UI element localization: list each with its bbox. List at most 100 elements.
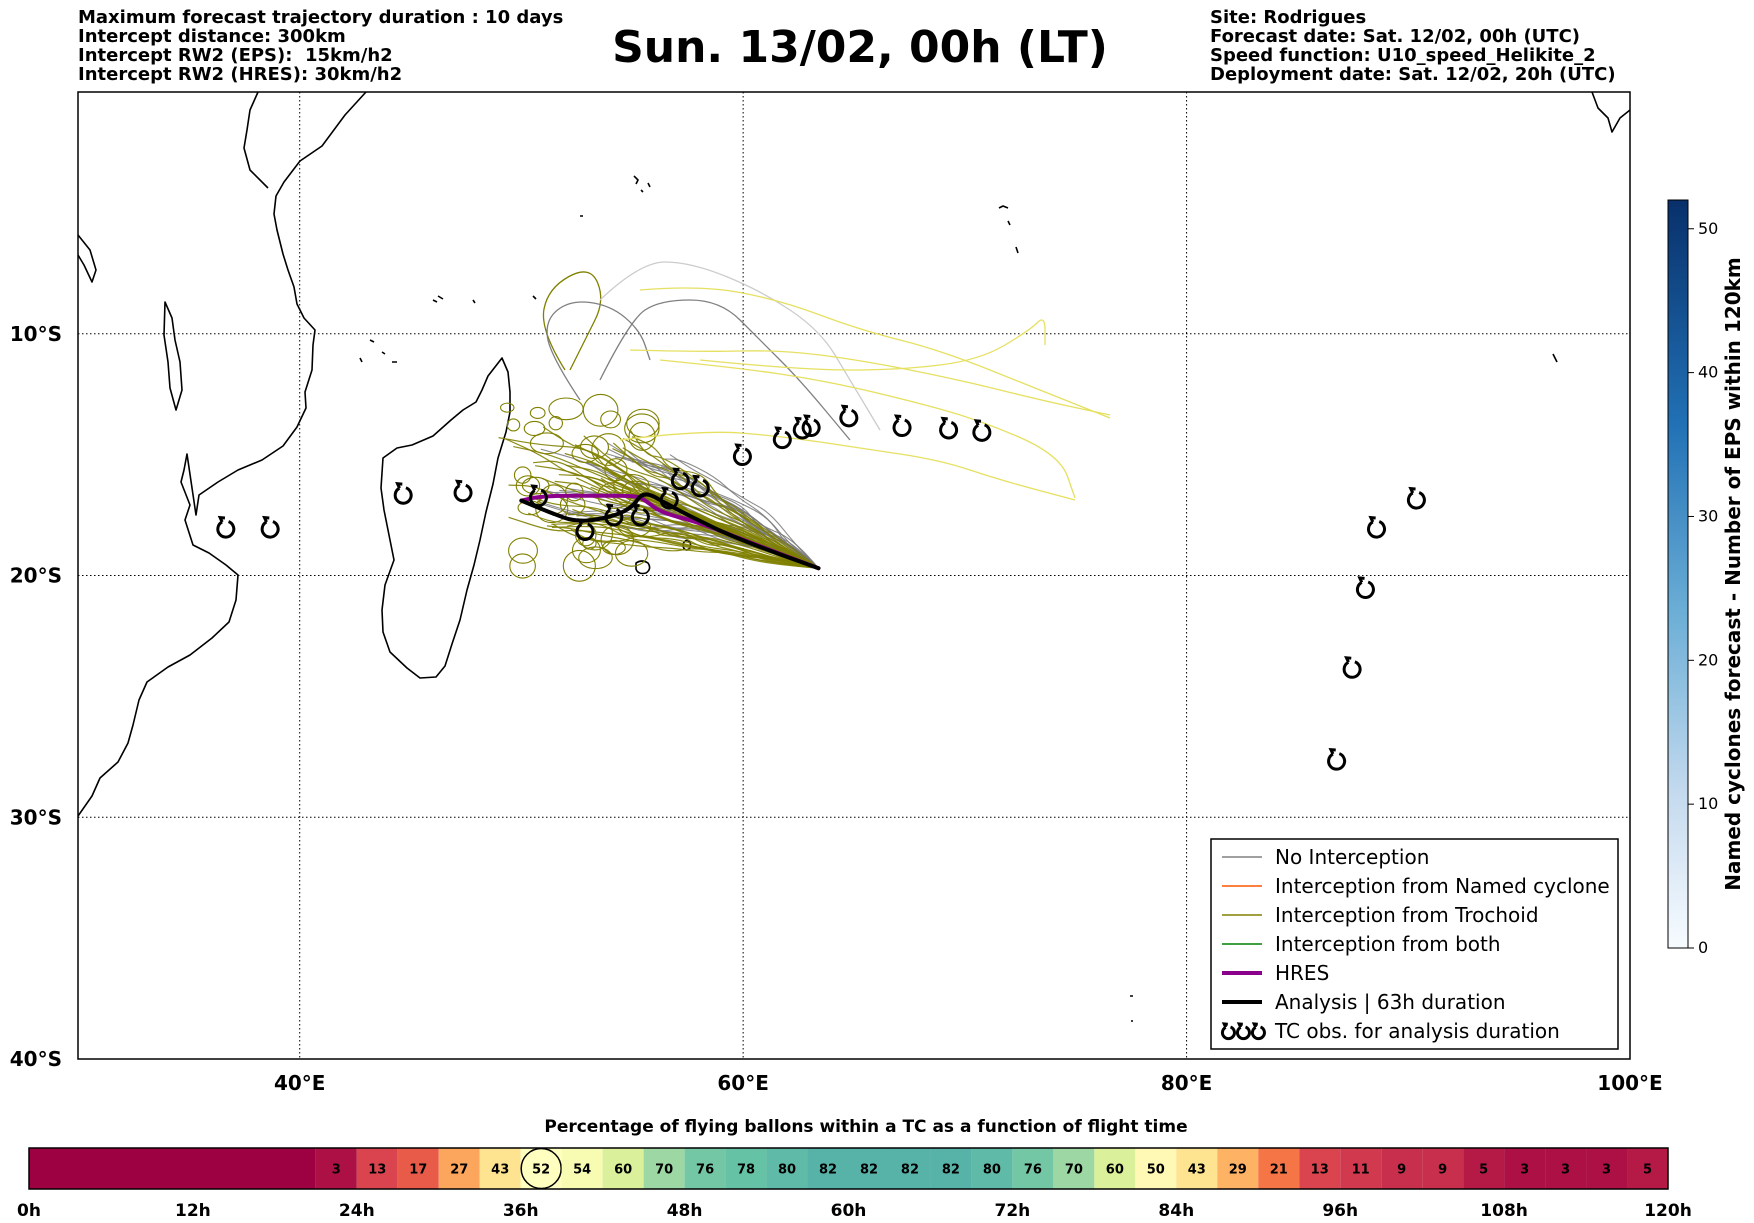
time-bar-tick-label: 96h: [1322, 1201, 1358, 1221]
legend-label: Analysis | 63h duration: [1275, 990, 1506, 1014]
trajectory-long: [639, 287, 1111, 419]
time-bar-tick-label: 0h: [17, 1201, 41, 1221]
legend-entry: HRES: [1222, 961, 1329, 985]
time-bar-tick-label: 36h: [503, 1201, 539, 1221]
time-bar-cell: [397, 1148, 439, 1189]
time-bar-cell: [561, 1148, 603, 1189]
legend-entry: No Interception: [1222, 845, 1429, 869]
time-bar-cell: [684, 1148, 726, 1189]
time-bar-value: 70: [655, 1163, 673, 1178]
trajectory-long: [619, 431, 1076, 501]
legend-label: Interception from Trochoid: [1275, 903, 1539, 927]
coastline-layer: [78, 92, 1630, 1022]
time-bar-tick-label: 12h: [175, 1201, 211, 1221]
trajectory-trochoid-loop: [513, 466, 532, 484]
time-bar-value: 3: [1561, 1163, 1570, 1178]
tc-obs-marker: [801, 414, 821, 438]
tc-obs-marker: [1327, 747, 1347, 771]
time-bar-value: 76: [696, 1163, 714, 1178]
seychelles-islands: [580, 175, 651, 217]
colorbar: 0 10 20 30 40 50 Named cyclones forecast - Nu…: [1667, 199, 1745, 957]
time-bar-tick-label: 60h: [831, 1201, 867, 1221]
legend-box: [1210, 838, 1619, 1050]
madagascar-coastline: [380, 357, 511, 679]
trajectory-long: [659, 359, 1076, 499]
legend-entry: Interception from both: [1222, 932, 1501, 956]
tc-obs-marker: [792, 416, 812, 440]
legend-entry: TC obs. for analysis duration: [1220, 1019, 1560, 1043]
trajectory-trochoid-loop: [529, 406, 546, 419]
time-bar-cell: [1176, 1148, 1218, 1189]
trajectory-long: [542, 271, 602, 371]
time-bar-cell: [1586, 1148, 1628, 1189]
time-bar-value: 5: [1479, 1163, 1488, 1178]
legend-entry: Interception from Trochoid: [1222, 903, 1539, 927]
legend-entry: Interception from Named cyclone: [1222, 874, 1610, 898]
time-bar-cell: [1340, 1148, 1382, 1189]
comoros-islands: [359, 339, 397, 363]
time-bar-value: 60: [1106, 1163, 1124, 1178]
time-bar-value: 17: [409, 1163, 427, 1178]
time-bar-value: 9: [1397, 1163, 1406, 1178]
time-bar-value: 82: [901, 1163, 919, 1178]
time-bar-tick-label: 48h: [667, 1201, 703, 1221]
trajectory-trochoid: [551, 522, 819, 569]
time-bar-cell: [1504, 1148, 1546, 1189]
time-percentage-bar: Percentage of flying ballons within a TC…: [17, 1117, 1692, 1221]
trajectory-trochoid-loop: [515, 475, 541, 497]
tc-obs-marker: [1235, 1022, 1251, 1041]
time-bar-cell: [1299, 1148, 1341, 1189]
time-bar-tick-label: 84h: [1158, 1201, 1194, 1221]
tc-obs-marker: [393, 482, 413, 505]
time-bar-value: 78: [737, 1163, 755, 1178]
lake-tanganyika: [78, 234, 97, 283]
trajectory-trochoid-loop: [565, 482, 584, 502]
trajectory-trochoid: [508, 516, 819, 569]
tc-obs-marker: [630, 503, 650, 527]
time-bar-cell: [1053, 1148, 1095, 1189]
tc-obs-marker: [839, 404, 859, 428]
tc-obs-marker: [453, 479, 473, 503]
colorbar-tick-label: 10: [1698, 794, 1718, 813]
lon-tick-label: 80°E: [1161, 1071, 1213, 1095]
trajectory-trochoid-loop: [508, 537, 538, 564]
africa-coastline-north: [243, 92, 269, 189]
header-left-info: Maximum forecast trajectory duration : 1…: [78, 8, 563, 84]
time-bar-cell: [930, 1148, 972, 1189]
trajectory-trochoid-loop: [591, 433, 626, 466]
trajectory-trochoid-loop: [602, 540, 626, 555]
time-bar-value: 3: [1602, 1163, 1611, 1178]
trajectory-trochoid: [622, 437, 819, 569]
colorbar-ticks: 0 10 20 30 40 50: [1688, 219, 1718, 957]
tc-obs-marker: [604, 503, 624, 527]
legend-entry: Analysis | 63h duration: [1222, 990, 1506, 1014]
time-bar-cell: [1627, 1148, 1668, 1189]
trajectory-trochoid-loop: [509, 553, 536, 579]
map-grid: [78, 92, 1630, 1059]
tc-obs-marker: [1220, 1022, 1236, 1041]
header-left-line: Intercept RW2 (EPS): 15km/h2: [78, 45, 393, 66]
trajectory-trochoid: [604, 518, 819, 569]
lat-tick-label: 20°S: [10, 564, 62, 588]
trajectory-trochoid-loop: [571, 537, 601, 564]
tc-obs-marker: [670, 467, 690, 491]
trajectory-trochoid-loop: [614, 540, 649, 567]
trajectory-no-interception: [669, 454, 819, 569]
trajectory-trochoid: [630, 430, 819, 569]
trajectory-trochoid-loop: [562, 549, 596, 582]
lon-tick-label: 60°E: [717, 1071, 769, 1095]
time-bar-value: 43: [491, 1163, 509, 1178]
tc-obs-marker: [659, 486, 679, 510]
colorbar-label: Named cyclones forecast - Number of EPS …: [1721, 257, 1745, 891]
time-bar-value: 80: [983, 1163, 1001, 1178]
time-bar-value: 13: [368, 1163, 386, 1178]
legend-label: No Interception: [1275, 845, 1429, 869]
lon-tick-label: 40°E: [274, 1071, 326, 1095]
trajectory-long: [599, 299, 851, 441]
time-bar-cell: [1012, 1148, 1054, 1189]
header-right-line: Speed function: U10_speed_Helikite_2: [1210, 45, 1596, 66]
tc-obs-marker: [1342, 656, 1362, 679]
time-bar-cell: [1422, 1148, 1464, 1189]
trajectory-no-interception: [662, 463, 819, 569]
